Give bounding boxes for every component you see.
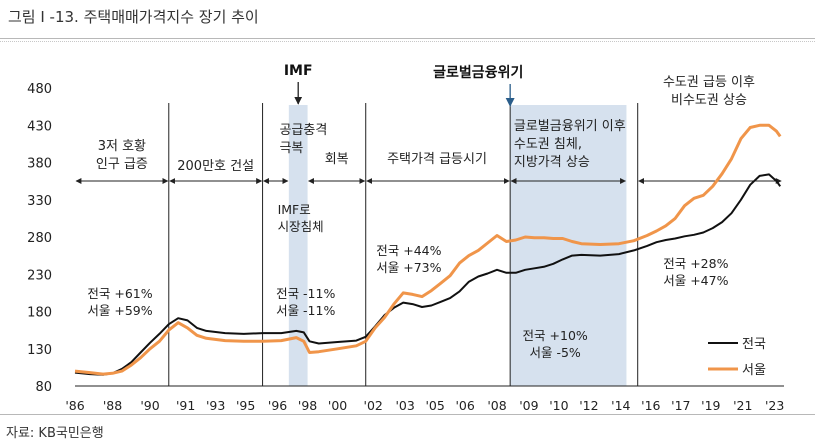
x-tick-label: '21: [733, 398, 752, 413]
annotation-text: 전국 +10%: [523, 328, 588, 343]
period-label: 3저 호황: [98, 139, 146, 154]
x-tick-label: '06: [455, 398, 474, 413]
y-tick-label: 80: [35, 380, 52, 395]
period-label: 극복: [279, 141, 303, 156]
y-tick-label: 430: [27, 119, 52, 134]
period-label: 200만호 건설: [177, 159, 254, 174]
period-label: 회복: [325, 152, 349, 167]
annotation-text: 서울 -11%: [276, 303, 335, 318]
period-label: 지방가격 상승: [514, 155, 590, 170]
period-arrows: [75, 82, 782, 184]
annotation-text: 전국 +44%: [376, 243, 441, 258]
x-tick-label: '98: [298, 398, 317, 413]
x-tick-label: '88: [103, 398, 122, 413]
annotation-text: 전국 -11%: [276, 286, 335, 301]
period-label: 수도권 침체,: [514, 137, 582, 152]
x-tick-label: '19: [701, 398, 720, 413]
period-label: 공급충격: [279, 123, 327, 138]
series-line-전국: [74, 173, 782, 376]
period-label: 수도권 급등 이후: [663, 75, 755, 90]
annotation-text: IMF로: [278, 202, 311, 217]
annotation-text: 전국 +61%: [87, 286, 152, 301]
x-tick-label: '08: [487, 398, 506, 413]
title-divider-dotted: [0, 41, 815, 42]
x-tick-label: '14: [611, 398, 630, 413]
page-title: 그림 Ⅰ -13. 주택매매가격지수 장기 추이: [8, 8, 259, 26]
x-tick-label: '86: [65, 398, 84, 413]
source-note: 자료: KB국민은행: [6, 426, 104, 441]
annotation-text: 서울 +59%: [87, 303, 152, 318]
annotation-text: 서울 +73%: [376, 260, 441, 275]
annotation-text: 시장침체: [278, 219, 324, 234]
x-tick-label: '09: [519, 398, 538, 413]
period-dividers: [168, 103, 639, 386]
x-tick-label: '16: [641, 398, 660, 413]
y-tick-label: 330: [27, 194, 52, 209]
legend-label: 서울: [742, 363, 766, 378]
y-tick-label: 180: [27, 306, 52, 321]
series-line-서울: [74, 123, 782, 376]
annotation-text: 전국 +28%: [663, 256, 728, 271]
period-label: 비수도권 상승: [671, 93, 747, 108]
chart-text: 80 130 180 230 280 330 380 430 480 '86 '88 '90 '91 '9…: [27, 63, 784, 413]
x-tick-label: '93: [206, 398, 225, 413]
x-tick-label: '03: [395, 398, 414, 413]
series-lines: [74, 123, 782, 376]
x-tick-label: '90: [140, 398, 159, 413]
annotation-text: 서울 -5%: [530, 345, 581, 360]
title-divider: [0, 38, 815, 39]
event-marker-label: IMF: [284, 63, 313, 79]
y-tick-label: 480: [27, 82, 52, 97]
period-label: 글로벌금융위기 이후: [514, 119, 626, 134]
y-tick-label: 280: [27, 231, 52, 246]
shaded-period-0: [288, 105, 308, 386]
x-tick-label: '95: [236, 398, 255, 413]
period-label: 인구 급증: [96, 157, 148, 172]
x-tick-label: '91: [176, 398, 195, 413]
x-tick-label: '05: [425, 398, 444, 413]
x-tick-label: '96: [268, 398, 287, 413]
x-tick-label: '10: [549, 398, 568, 413]
y-tick-label: 380: [27, 157, 52, 172]
y-tick-label: 130: [27, 343, 52, 358]
price-index-chart: 80 130 180 230 280 330 380 430 480 '86 '88 '90 '91 '9…: [27, 63, 784, 413]
event-marker-label: 글로벌금융위기: [433, 64, 523, 81]
annotation-text: 서울 +47%: [663, 273, 728, 288]
footer-divider: [0, 414, 815, 415]
y-tick-label: 230: [27, 268, 52, 283]
x-tick-label: '12: [579, 398, 598, 413]
legend-label: 전국: [742, 337, 766, 352]
period-label: 주택가격 급등시기: [387, 152, 487, 167]
x-tick-label: '00: [328, 398, 347, 413]
x-tick-label: '02: [364, 398, 383, 413]
x-tick-label: '23: [765, 398, 784, 413]
x-tick-label: '17: [671, 398, 690, 413]
